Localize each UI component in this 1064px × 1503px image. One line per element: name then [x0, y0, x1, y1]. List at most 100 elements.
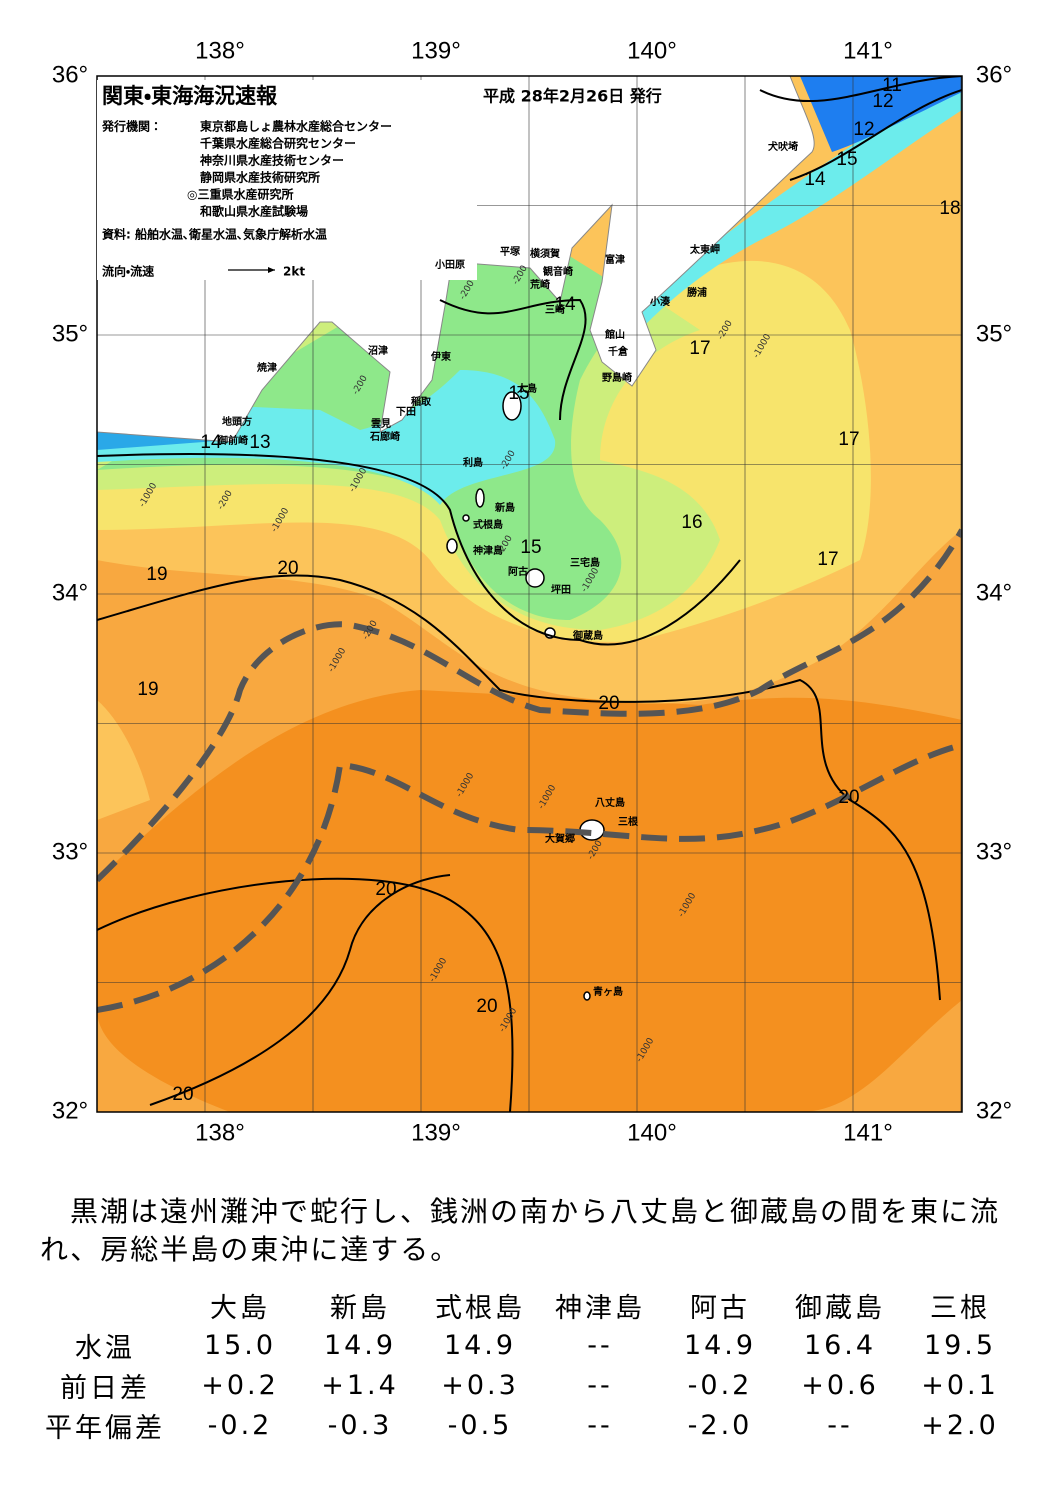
table-cell: -0.2: [687, 1369, 753, 1401]
table-row: 水温 15.0 14.9 14.9 -- 14.9 16.4 19.5: [30, 1325, 1020, 1365]
row-label: 平年偏差: [45, 1412, 165, 1444]
place-label: 大島: [517, 382, 537, 395]
publisher: 神奈川県水産技術センター: [199, 153, 344, 168]
isotherm-label: 20: [172, 1084, 193, 1105]
isotherm-label: 13: [249, 432, 270, 453]
publisher: 静岡県水産技術研究所: [200, 170, 320, 185]
place-label: 利島: [463, 456, 483, 469]
table-cell: +0.2: [201, 1369, 279, 1401]
table-header-row: 大島 新島 式根島 神津島 阿古 御蔵島 三根: [30, 1285, 1020, 1325]
table-cell: 14.9: [323, 1329, 397, 1361]
lon-label: 139°: [411, 1119, 461, 1146]
table-cell: -2.0: [687, 1409, 753, 1441]
table-cell: -0.2: [207, 1409, 273, 1441]
row-label: 水温: [75, 1332, 135, 1364]
publisher: ◎三重県水産研究所: [187, 187, 293, 202]
column-header: 阿古: [690, 1292, 750, 1324]
table-cell: +0.1: [921, 1369, 999, 1401]
isotherm-label: 17: [817, 549, 838, 570]
place-label: 焼津: [257, 361, 277, 374]
lon-label: 140°: [627, 37, 677, 64]
place-label: 御前崎: [217, 434, 248, 447]
lat-label: 36°: [52, 61, 88, 88]
lon-label: 140°: [627, 1119, 677, 1146]
isotherm-label: 12: [872, 91, 893, 112]
isotherm-label: 19: [146, 564, 167, 585]
table-cell: -0.3: [327, 1409, 393, 1441]
isotherm-label: 14: [804, 169, 826, 190]
place-label: 下田: [396, 406, 416, 418]
table-row: 前日差 +0.2 +1.4 +0.3 -- -0.2 +0.6 +0.1: [30, 1365, 1020, 1405]
lon-label: 139°: [411, 37, 461, 64]
row-label: 前日差: [60, 1372, 150, 1404]
place-label: 小田原: [434, 258, 465, 271]
place-label: 富津: [605, 253, 625, 266]
table-cell: --: [587, 1329, 613, 1361]
place-label: 阿古: [508, 565, 528, 578]
place-label: 三崎: [545, 303, 565, 316]
publisher: 東京都島しょ農林水産総合センター: [200, 119, 392, 134]
lon-label: 138°: [195, 1119, 245, 1146]
table-cell: +1.4: [321, 1369, 399, 1401]
isotherm-label: 15: [508, 383, 529, 404]
place-label: 太東岬: [689, 243, 720, 256]
place-label: 八丈島: [595, 796, 625, 809]
place-label: 坪田: [551, 583, 571, 596]
lon-label: 138°: [195, 37, 245, 64]
place-label: 御蔵島: [572, 629, 603, 642]
lat-label: 35°: [976, 320, 1012, 347]
kuroshio-axis: [97, 528, 962, 1013]
lat-label: 35°: [52, 320, 88, 347]
publisher: 千葉県水産総合研究センター: [200, 136, 356, 151]
lat-label: 33°: [52, 838, 88, 865]
lon-label: 141°: [843, 37, 893, 64]
place-label: 千倉: [608, 345, 629, 358]
lat-label: 34°: [52, 579, 88, 606]
lon-label: 141°: [843, 1119, 893, 1146]
place-label: 荒崎: [529, 278, 550, 291]
table-cell: 16.4: [803, 1329, 877, 1361]
flow-label: 流向・流速: [102, 264, 154, 279]
place-label: 野島崎: [602, 371, 632, 384]
place-label: 沼津: [368, 344, 388, 357]
isotherm-label: 19: [137, 679, 158, 700]
table-row: 平年偏差 -0.2 -0.3 -0.5 -- -2.0 -- +2.0: [30, 1405, 1020, 1445]
isotherm-label: 14: [554, 294, 576, 315]
place-label: 雲見: [371, 418, 391, 430]
column-header: 神津島: [555, 1292, 645, 1324]
isotherm-label: 15: [836, 149, 857, 170]
map-frame: [96, 75, 963, 1113]
lat-label: 33°: [976, 838, 1012, 865]
place-label: 犬吠埼: [768, 140, 798, 153]
place-label: 新島: [494, 501, 515, 514]
place-label: 館山: [604, 328, 625, 341]
place-label: 横須賀: [530, 247, 560, 260]
lat-label: 32°: [976, 1097, 1012, 1124]
table-cell: 19.5: [923, 1329, 997, 1361]
corner: [30, 1285, 180, 1325]
isotherms: [97, 76, 962, 1112]
isotherm-label: 20: [277, 558, 298, 579]
table-cell: 14.9: [443, 1329, 517, 1361]
place-label: 三根: [618, 815, 639, 828]
column-header: 三根: [930, 1292, 990, 1324]
isotherm-label: 11: [882, 75, 902, 96]
place-label: 伊東: [430, 350, 451, 363]
isotherm-label: 16: [681, 512, 702, 533]
isotherm-label: 15: [520, 537, 541, 558]
date: 平成 28年2月26日 発行: [483, 87, 662, 106]
column-header: 御蔵島: [795, 1292, 885, 1324]
lat-label: 34°: [976, 579, 1012, 606]
isotherm-label: 17: [838, 429, 859, 450]
place-label: 石廊崎: [369, 430, 400, 443]
lat-label: 32°: [52, 1097, 88, 1124]
place-label: 小湊: [649, 295, 671, 308]
isotherm-label: 17: [689, 338, 710, 359]
isotherm-label: 18: [939, 198, 960, 219]
islands: [446, 391, 605, 1001]
place-label: 大賀郷: [545, 832, 575, 845]
map: 関東・東海海況速報 平成 28年2月26日 発行 発行機関： 資料: 船舶水温､…: [52, 37, 1012, 1146]
table-cell: 15.0: [203, 1329, 277, 1361]
table-cell: -0.5: [447, 1409, 513, 1441]
